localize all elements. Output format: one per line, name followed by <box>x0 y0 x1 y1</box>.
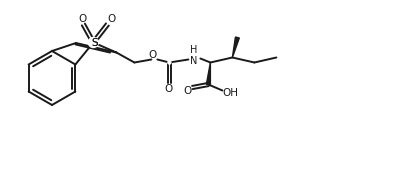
Text: O: O <box>183 86 191 96</box>
Circle shape <box>168 61 171 64</box>
Text: H
N: H N <box>190 45 197 66</box>
Polygon shape <box>207 62 210 85</box>
Circle shape <box>88 37 99 47</box>
Text: S: S <box>91 37 98 47</box>
Text: S: S <box>91 37 98 47</box>
Text: O: O <box>78 13 87 23</box>
Text: O: O <box>107 13 115 23</box>
Text: O: O <box>164 83 173 93</box>
Polygon shape <box>232 37 239 58</box>
Text: O: O <box>148 51 157 61</box>
Text: OH: OH <box>222 89 238 99</box>
